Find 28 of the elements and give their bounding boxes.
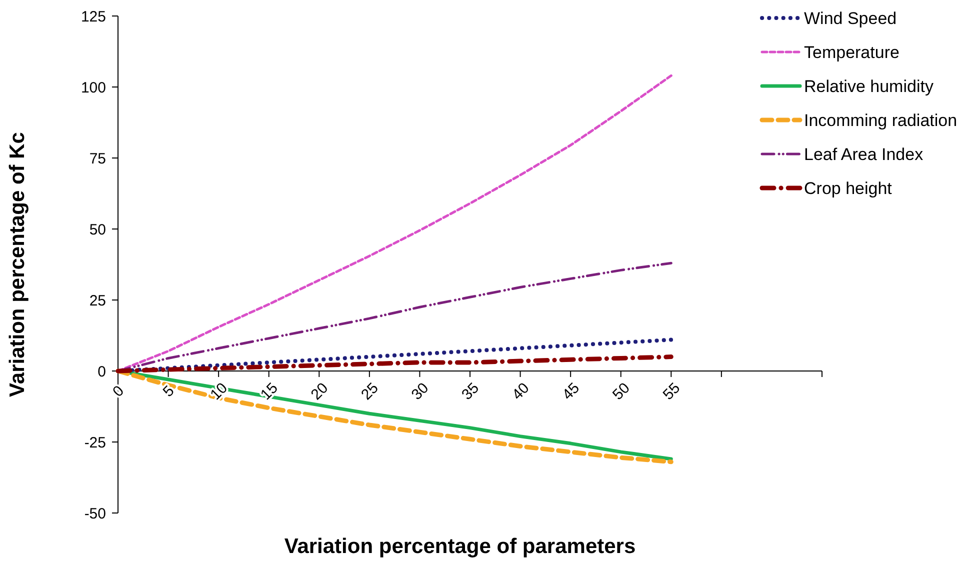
- y-tick-label: 100: [80, 79, 106, 96]
- x-tick-label: 30: [408, 380, 432, 404]
- y-tick-label: 75: [89, 150, 106, 168]
- y-tick-label: -50: [84, 505, 106, 522]
- x-axis-title: Variation percentage of parameters: [284, 535, 636, 558]
- x-tick-label: 5: [160, 382, 178, 400]
- x-tick-label: 20: [308, 380, 332, 404]
- x-tick-label: 25: [358, 380, 382, 404]
- y-tick-label: 50: [89, 221, 106, 238]
- legend-label: Incomming radiation: [804, 111, 958, 130]
- y-tick-label: 25: [89, 292, 106, 310]
- x-tick-label: 55: [660, 380, 684, 404]
- legend-label: Crop height: [804, 179, 892, 198]
- y-tick-label: 125: [80, 8, 106, 26]
- legend-label: Wind Speed: [804, 9, 897, 28]
- y-axis-title: Variation percentage of Kc: [6, 132, 29, 397]
- x-tick-label: 10: [207, 380, 232, 404]
- x-tick-label: 50: [609, 380, 634, 404]
- y-tick-label: 0: [98, 363, 106, 380]
- legend-label: Leaf Area Index: [804, 145, 924, 164]
- x-tick-label: 40: [508, 380, 533, 404]
- legend-label: Temperature: [804, 43, 900, 62]
- line-series: [116, 354, 674, 374]
- x-tick-label: 35: [458, 380, 482, 404]
- y-tick-label: -25: [84, 434, 106, 452]
- x-tick-label: 15: [257, 380, 282, 404]
- x-tick-label: 45: [559, 380, 584, 404]
- legend-label: Relative humidity: [804, 77, 934, 96]
